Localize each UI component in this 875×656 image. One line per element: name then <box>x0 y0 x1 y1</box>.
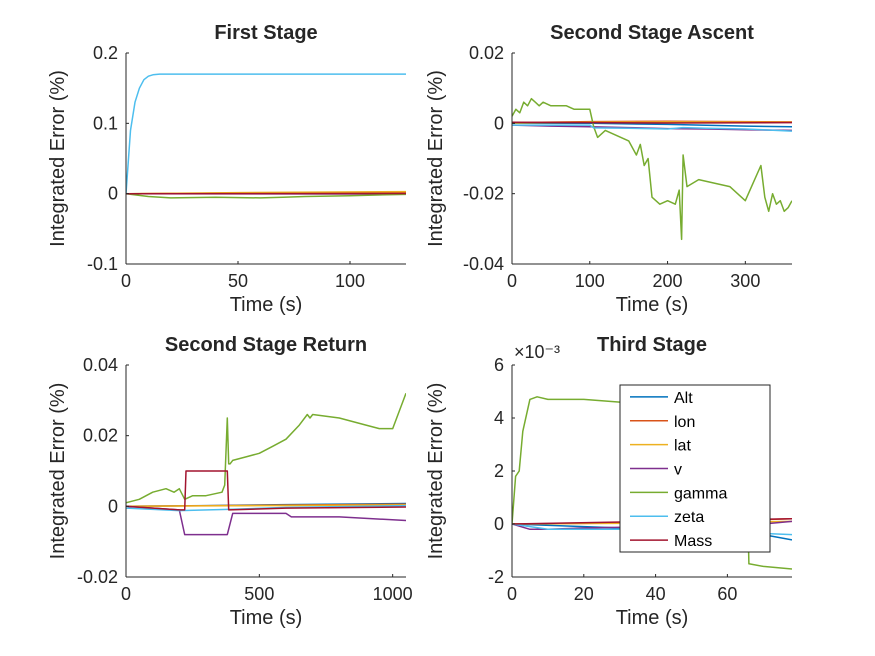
y-tick-label: 6 <box>494 355 504 375</box>
legend-label-alt: Alt <box>674 390 693 407</box>
x-tick-label: 0 <box>507 584 517 604</box>
y-axis-label: Integrated Error (%) <box>425 70 447 247</box>
subplot-title: First Stage <box>214 22 317 44</box>
x-tick-label: 100 <box>575 271 605 291</box>
series-line-gamma <box>126 393 406 504</box>
x-tick-label: 50 <box>228 271 248 291</box>
x-tick-label: 0 <box>121 271 131 291</box>
y-tick-label: -0.04 <box>463 254 504 274</box>
x-tick-label: 200 <box>653 271 683 291</box>
x-tick-label: 1000 <box>373 584 413 604</box>
plot-area <box>512 53 792 264</box>
series-group <box>126 393 406 536</box>
legend-label-gamma: gamma <box>674 485 727 502</box>
x-tick-label: 300 <box>730 271 760 291</box>
series-line-mass <box>126 470 406 511</box>
series-line-v <box>126 505 406 536</box>
subplot-title: Third Stage <box>597 334 707 356</box>
plot-area <box>126 365 406 577</box>
legend-label-mass: Mass <box>674 533 712 550</box>
series-line-gamma <box>126 192 406 199</box>
series-line-zeta <box>512 124 792 132</box>
x-tick-label: 40 <box>646 584 666 604</box>
y-tick-label: 0 <box>494 113 504 133</box>
y-tick-label: 0.04 <box>83 355 118 375</box>
series-line-alt <box>512 122 792 128</box>
x-tick-label: 20 <box>574 584 594 604</box>
y-tick-label: -0.02 <box>77 567 118 587</box>
subplot-title: Second Stage Return <box>165 334 367 356</box>
series-group <box>126 73 406 199</box>
y-tick-label: 0.02 <box>469 43 504 63</box>
plot-area <box>126 53 406 264</box>
legend: Alt lon lat v gamma zeta Mass <box>619 384 771 553</box>
legend-label-lat: lat <box>674 438 691 455</box>
y-tick-label: 0 <box>494 514 504 534</box>
x-tick-label: 500 <box>244 584 274 604</box>
x-tick-label: 0 <box>121 584 131 604</box>
y-tick-label: -2 <box>488 567 504 587</box>
legend-label-lon: lon <box>674 414 695 431</box>
subplot-1: 0 100 200 300 -0.04 -0.02 0 0.02 Second Stage As… <box>425 22 792 316</box>
x-axis-label: Time (s) <box>616 607 689 629</box>
x-tick-label: 0 <box>507 271 517 291</box>
y-tick-label: 0.1 <box>93 113 118 133</box>
legend-label-v: v <box>674 462 682 479</box>
series-group <box>512 97 792 241</box>
y-exponent-label: ×10⁻³ <box>514 342 560 362</box>
y-tick-label: -0.1 <box>87 254 118 274</box>
y-tick-label: 0 <box>108 496 118 516</box>
x-axis-label: Time (s) <box>230 294 303 316</box>
subplot-title: Second Stage Ascent <box>550 22 754 44</box>
x-axis-label: Time (s) <box>230 607 303 629</box>
legend-label-zeta: zeta <box>674 509 704 526</box>
y-axis-label: Integrated Error (%) <box>425 383 447 560</box>
series-line-lat <box>126 504 406 508</box>
series-line-gamma <box>512 97 792 241</box>
x-tick-label: 100 <box>335 271 365 291</box>
y-tick-label: 0.2 <box>93 43 118 63</box>
x-tick-label: 60 <box>717 584 737 604</box>
y-tick-label: 0.02 <box>83 426 118 446</box>
y-tick-label: -0.02 <box>463 184 504 204</box>
series-line-zeta <box>126 73 406 194</box>
x-axis-label: Time (s) <box>616 294 689 316</box>
y-axis-label: Integrated Error (%) <box>47 70 69 247</box>
y-tick-label: 2 <box>494 461 504 481</box>
y-tick-label: 4 <box>494 408 504 428</box>
y-tick-label: 0 <box>108 184 118 204</box>
series-line-mass <box>512 121 792 124</box>
y-axis-label: Integrated Error (%) <box>47 383 69 560</box>
